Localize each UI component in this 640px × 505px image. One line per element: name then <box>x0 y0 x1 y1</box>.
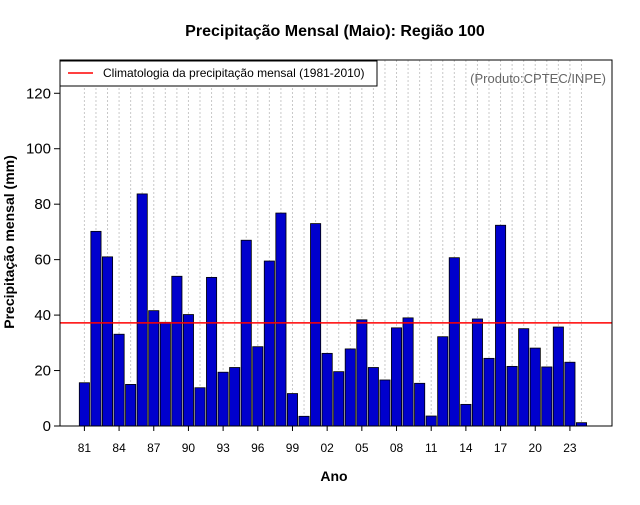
bar <box>194 387 206 427</box>
x-tick-label: 93 <box>216 441 230 455</box>
y-axis-label: Precipitação mensal (mm) <box>1 155 17 329</box>
bar <box>483 357 495 427</box>
bar <box>495 224 507 427</box>
bar <box>506 365 518 427</box>
bar <box>159 321 171 427</box>
x-tick-label: 84 <box>112 441 126 455</box>
x-tick-label: 08 <box>390 441 404 455</box>
legend-label: Climatologia da precipitação mensal (198… <box>103 66 364 80</box>
x-tick-label: 81 <box>78 441 92 455</box>
plot-frame <box>59 59 613 427</box>
bar <box>310 223 322 427</box>
bar <box>460 403 472 427</box>
y-tick-label: 60 <box>34 252 51 269</box>
bar <box>333 371 345 427</box>
bar <box>425 415 437 427</box>
bar <box>379 379 391 427</box>
bar <box>529 347 541 427</box>
bar <box>391 327 403 427</box>
bar <box>206 276 218 427</box>
bar <box>552 326 564 427</box>
legend: Climatologia da precipitação mensal (198… <box>59 60 378 87</box>
x-tick-label: 99 <box>286 441 300 455</box>
x-tick-label: 17 <box>494 441 508 455</box>
bar <box>229 367 241 427</box>
y-tick-label: 0 <box>43 418 51 435</box>
bar <box>356 319 368 427</box>
y-tick-label: 100 <box>26 141 51 158</box>
bar <box>125 384 137 427</box>
bar <box>518 328 530 427</box>
bar <box>275 212 287 427</box>
y-tick-label: 20 <box>34 363 51 380</box>
bar <box>217 371 229 427</box>
x-axis-label: Ano <box>320 468 347 484</box>
axes: 0 20 40 60 80 100 120 81 84 87 90 93 96 99 02 05 08 11 14 1… <box>26 59 613 455</box>
bar <box>148 310 160 427</box>
y-tick-label: 120 <box>26 85 51 102</box>
x-tick-label: 23 <box>563 441 577 455</box>
bar <box>182 314 194 427</box>
bar <box>102 256 114 427</box>
bar <box>402 317 414 427</box>
x-tick-label: 90 <box>182 441 196 455</box>
bar <box>541 366 553 427</box>
bar <box>448 257 460 427</box>
bar <box>90 230 102 427</box>
x-tick-label: 14 <box>459 441 473 455</box>
bars <box>78 193 587 427</box>
legend-box <box>59 60 378 87</box>
bar <box>437 336 449 427</box>
bar <box>286 393 298 427</box>
bar <box>367 367 379 427</box>
y-tick-label: 40 <box>34 307 51 324</box>
bar <box>113 333 125 427</box>
y-tick-label: 80 <box>34 196 51 213</box>
bar <box>263 260 275 427</box>
x-tick-label: 11 <box>425 441 438 455</box>
bar <box>240 239 252 427</box>
x-tick-label: 96 <box>251 441 265 455</box>
watermark: (Produto:CPTEC/INPE) <box>470 71 606 86</box>
bar <box>298 415 310 427</box>
bar <box>171 275 183 427</box>
bar <box>252 346 264 427</box>
bar <box>321 352 333 427</box>
bar <box>136 193 148 427</box>
x-tick-label: 87 <box>147 441 161 455</box>
x-tick-label: 02 <box>320 441 334 455</box>
x-tick-label: 20 <box>529 441 543 455</box>
chart-title: Precipitação Mensal (Maio): Região 100 <box>185 23 485 40</box>
bar <box>564 361 576 427</box>
x-tick-label: 05 <box>355 441 369 455</box>
bar <box>78 382 90 427</box>
bar <box>414 382 426 427</box>
bar <box>344 348 356 427</box>
bar <box>471 318 483 427</box>
